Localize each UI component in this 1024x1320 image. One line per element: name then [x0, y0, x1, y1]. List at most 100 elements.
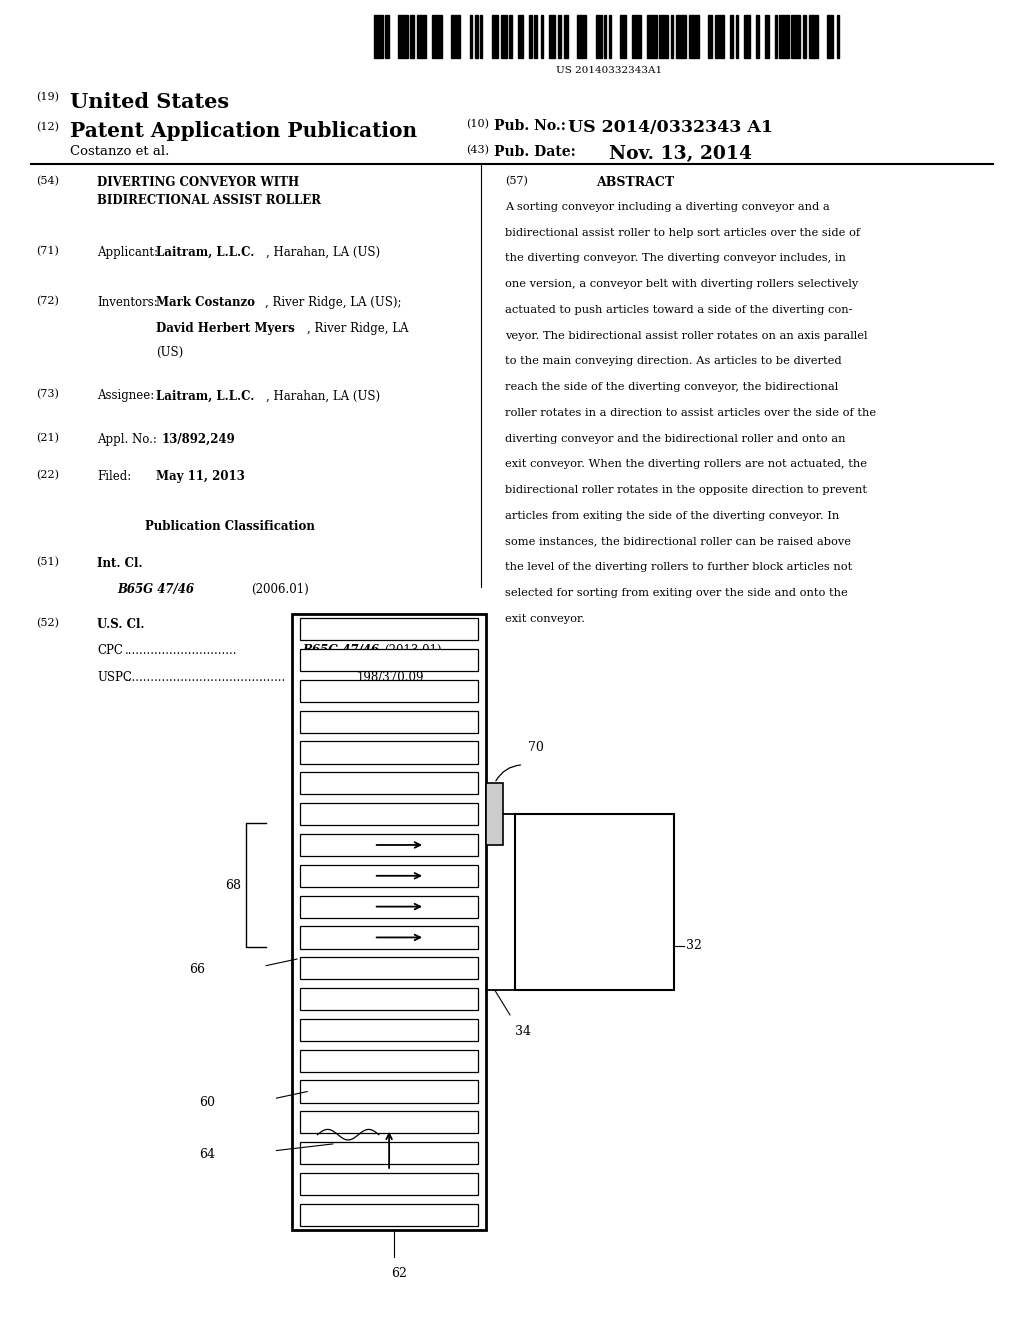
Text: the diverting conveyor. The diverting conveyor includes, in: the diverting conveyor. The diverting co… — [505, 253, 846, 264]
Bar — [689, 15, 698, 58]
Text: 64: 64 — [199, 1148, 215, 1162]
Bar — [417, 15, 426, 58]
Bar — [300, 772, 478, 795]
Bar — [300, 649, 478, 671]
Text: 13/892,249: 13/892,249 — [162, 433, 236, 446]
Text: (57): (57) — [505, 176, 527, 186]
Text: 32: 32 — [686, 940, 702, 953]
Text: , River Ridge, LA: , River Ridge, LA — [307, 322, 409, 335]
Bar — [534, 15, 538, 58]
Bar — [837, 15, 839, 58]
Text: US 2014/0332343 A1: US 2014/0332343 A1 — [568, 119, 773, 136]
Text: reach the side of the diverting conveyor, the bidirectional: reach the side of the diverting conveyor… — [505, 381, 838, 392]
Text: articles from exiting the side of the diverting conveyor. In: articles from exiting the side of the di… — [505, 511, 839, 521]
Text: A sorting conveyor including a diverting conveyor and a: A sorting conveyor including a diverting… — [505, 202, 829, 213]
Text: (2013.01): (2013.01) — [384, 644, 441, 657]
Bar — [715, 15, 724, 58]
Text: ..............................: .............................. — [125, 644, 238, 657]
Bar — [809, 15, 818, 58]
Text: Filed:: Filed: — [97, 470, 131, 483]
Text: the level of the diverting rollers to further block articles not: the level of the diverting rollers to fu… — [505, 562, 852, 573]
Text: (US): (US) — [156, 346, 183, 359]
Text: ABSTRACT: ABSTRACT — [596, 176, 674, 189]
Text: selected for sorting from exiting over the side and onto the: selected for sorting from exiting over t… — [505, 587, 848, 598]
Bar — [596, 15, 602, 58]
Bar — [608, 15, 611, 58]
Bar — [671, 15, 673, 58]
Text: (73): (73) — [36, 389, 58, 400]
Text: Mark Costanzo: Mark Costanzo — [156, 296, 255, 309]
Text: Pub. Date:: Pub. Date: — [494, 145, 575, 160]
Bar — [803, 15, 806, 58]
Text: US 20140332343A1: US 20140332343A1 — [556, 66, 663, 75]
Bar — [501, 15, 507, 58]
Text: Appl. No.:: Appl. No.: — [97, 433, 157, 446]
Text: Assignee:: Assignee: — [97, 389, 155, 403]
Bar — [779, 15, 788, 58]
Bar — [730, 15, 732, 58]
Text: bidirectional roller rotates in the opposite direction to prevent: bidirectional roller rotates in the oppo… — [505, 484, 867, 495]
Bar — [300, 1173, 478, 1195]
Bar — [480, 15, 482, 58]
Text: , River Ridge, LA (US);: , River Ridge, LA (US); — [265, 296, 401, 309]
Text: Laitram, L.L.C.: Laitram, L.L.C. — [156, 246, 254, 259]
Bar — [300, 742, 478, 763]
Bar — [744, 15, 751, 58]
Text: (71): (71) — [36, 246, 58, 256]
Text: Nov. 13, 2014: Nov. 13, 2014 — [609, 145, 753, 164]
Bar — [492, 15, 498, 58]
Text: diverting conveyor and the bidirectional roller and onto an: diverting conveyor and the bidirectional… — [505, 433, 846, 444]
Bar — [765, 15, 769, 58]
Text: CPC: CPC — [97, 644, 123, 657]
Bar — [398, 15, 408, 58]
Bar — [374, 15, 383, 58]
Bar — [632, 15, 641, 58]
Bar — [756, 15, 760, 58]
Text: exit conveyor.: exit conveyor. — [505, 614, 585, 624]
Text: Int. Cl.: Int. Cl. — [97, 557, 142, 570]
Text: Pub. No.:: Pub. No.: — [494, 119, 565, 133]
Bar — [292, 614, 486, 1230]
Text: ...........................................: ........................................… — [125, 671, 286, 684]
Text: 198/370.09: 198/370.09 — [356, 671, 424, 684]
Bar — [827, 15, 834, 58]
Text: (19): (19) — [36, 92, 58, 103]
Text: veyor. The bidirectional assist roller rotates on an axis parallel: veyor. The bidirectional assist roller r… — [505, 330, 867, 341]
Bar — [300, 987, 478, 1010]
Text: United States: United States — [70, 92, 228, 112]
Bar — [300, 710, 478, 733]
Text: to the main conveying direction. As articles to be diverted: to the main conveying direction. As arti… — [505, 356, 842, 367]
Text: (2006.01): (2006.01) — [251, 583, 308, 597]
Text: Costanzo et al.: Costanzo et al. — [70, 145, 169, 158]
Text: actuated to push articles toward a side of the diverting con-: actuated to push articles toward a side … — [505, 305, 852, 315]
Text: B65G 47/46: B65G 47/46 — [302, 644, 379, 657]
Text: Publication Classification: Publication Classification — [145, 520, 315, 533]
Text: (22): (22) — [36, 470, 58, 480]
Bar — [300, 834, 478, 857]
Text: (10): (10) — [466, 119, 488, 129]
Text: 34: 34 — [515, 1026, 531, 1039]
Text: (21): (21) — [36, 433, 58, 444]
Bar — [647, 15, 656, 58]
Bar — [677, 15, 686, 58]
Bar — [564, 15, 567, 58]
Bar — [300, 618, 478, 640]
Bar — [432, 15, 441, 58]
Text: (72): (72) — [36, 296, 58, 306]
Bar — [517, 15, 523, 58]
Text: 66: 66 — [188, 964, 205, 975]
Bar — [509, 15, 512, 58]
Text: , Harahan, LA (US): , Harahan, LA (US) — [266, 389, 380, 403]
Text: (52): (52) — [36, 618, 58, 628]
Text: B65G 47/46: B65G 47/46 — [118, 583, 195, 597]
Bar — [300, 680, 478, 702]
Bar — [659, 15, 669, 58]
Text: some instances, the bidirectional roller can be raised above: some instances, the bidirectional roller… — [505, 536, 851, 546]
Text: exit conveyor. When the diverting rollers are not actuated, the: exit conveyor. When the diverting roller… — [505, 459, 867, 470]
Text: U.S. Cl.: U.S. Cl. — [97, 618, 144, 631]
Bar — [708, 15, 712, 58]
Bar — [300, 1081, 478, 1102]
Bar — [515, 814, 674, 990]
Bar — [475, 15, 478, 58]
Bar — [549, 15, 555, 58]
